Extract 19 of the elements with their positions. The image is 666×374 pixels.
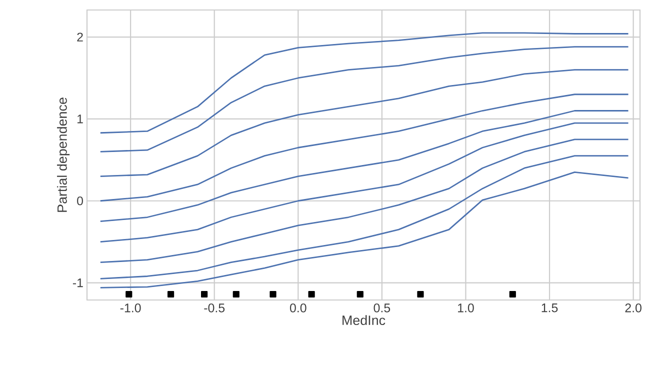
- y-tick-label: 1: [78, 114, 83, 124]
- line-series: [100, 32, 629, 134]
- y-tick-label: 2: [77, 32, 83, 42]
- x-tick-label: -1.0: [120, 304, 141, 312]
- y-tick-label: 0: [77, 196, 83, 206]
- x-tick-label: 1.0: [458, 304, 474, 312]
- line-series: [100, 155, 629, 280]
- x-tick-label: 1.5: [542, 304, 558, 312]
- y-tick-label: -1: [72, 278, 83, 288]
- line-series: [100, 46, 629, 152]
- line-series: [100, 94, 629, 202]
- x-tick-label: 0.0: [290, 304, 306, 312]
- line-series: [100, 138, 629, 264]
- y-axis-title: Partial dependence: [57, 98, 70, 212]
- line-series: [100, 172, 629, 288]
- x-axis-title: MedInc: [342, 315, 386, 326]
- x-tick-label: 0.5: [374, 304, 390, 312]
- x-tick-label: 2.0: [625, 304, 642, 312]
- x-tick-label: -0.5: [204, 304, 225, 312]
